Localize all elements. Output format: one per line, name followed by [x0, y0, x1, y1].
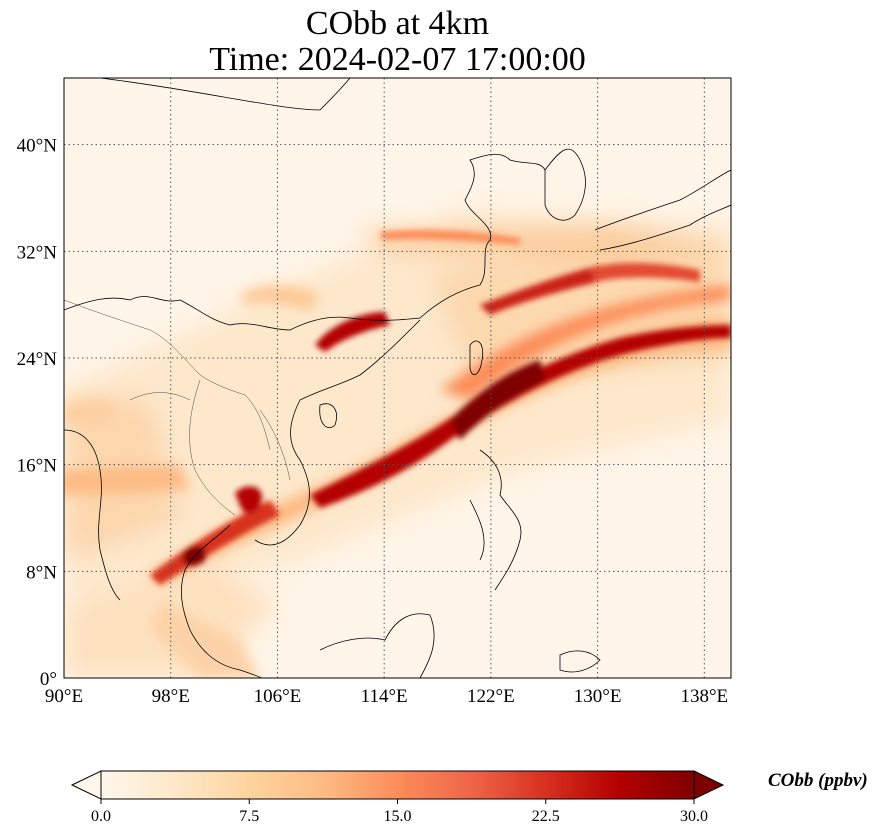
longitude-tick-label: 122°E	[467, 686, 515, 707]
myanmar-border	[129, 392, 191, 401]
northern-border	[99, 78, 351, 111]
latitude-tick-labels: 0° 8°N 16°N 24°N 32°N 40°N	[17, 136, 58, 690]
taiwan-coast	[469, 340, 484, 376]
latitude-tick-label: 40°N	[17, 136, 58, 157]
longitude-tick-label: 138°E	[680, 686, 728, 707]
latitude-tick-label: 0°	[40, 669, 57, 690]
borneo-coast	[319, 613, 435, 678]
colorbar-max-extension	[693, 770, 725, 800]
china-coast	[64, 153, 546, 331]
cobb-concentration-field	[64, 210, 731, 678]
colorbar-tick-label: 15.0	[384, 808, 412, 825]
thailand-border	[189, 379, 236, 516]
map-frame	[63, 77, 732, 679]
sulawesi-coast	[559, 650, 601, 673]
latitude-tick-label: 8°N	[26, 562, 57, 583]
colorbar-tick-label: 7.5	[239, 808, 259, 825]
colorbar-tick-label: 0.0	[91, 808, 111, 825]
coastlines	[64, 78, 731, 678]
colorbar-ticks: 0.0 7.5 15.0 22.5 30.0	[91, 799, 708, 825]
colorbar: 0.0 7.5 15.0 22.5 30.0	[70, 770, 725, 825]
philippines-coast	[469, 449, 522, 591]
longitude-tick-label: 130°E	[574, 686, 622, 707]
map-subtitle: Time: 2024-02-07 17:00:00	[209, 41, 586, 78]
hainan-coast	[319, 403, 337, 429]
longitude-tick-label: 90°E	[45, 686, 83, 707]
cobb-background-haze	[64, 210, 731, 678]
latitude-tick-label: 24°N	[17, 349, 58, 370]
myanmar-coast	[64, 429, 121, 601]
korea-coast	[544, 148, 586, 221]
laos-border	[259, 409, 291, 481]
map-gridlines	[64, 78, 731, 678]
china-south-border	[64, 299, 271, 451]
malay-peninsula	[180, 524, 263, 678]
vietnam-coast	[254, 319, 421, 546]
cobb-high-core	[150, 230, 731, 585]
latitude-tick-label: 16°N	[17, 456, 58, 477]
colorbar-tick-label: 30.0	[680, 808, 708, 825]
latitude-tick-label: 32°N	[17, 242, 58, 263]
colorbar-bar	[100, 770, 695, 800]
longitude-tick-label: 106°E	[254, 686, 302, 707]
colorbar-label: CObb (ppbv)	[768, 770, 868, 791]
colorbar-min-extension	[70, 770, 102, 800]
japan-coast	[594, 169, 731, 251]
longitude-tick-label: 98°E	[152, 686, 190, 707]
longitude-tick-labels: 90°E 98°E 106°E 114°E 122°E 130°E 138°E	[45, 686, 728, 707]
longitude-tick-label: 114°E	[361, 686, 408, 707]
country-borders	[64, 299, 291, 516]
map-title: CObb at 4km	[305, 5, 490, 42]
colorbar-tick-label: 22.5	[532, 808, 560, 825]
cobb-plumes	[64, 285, 731, 678]
